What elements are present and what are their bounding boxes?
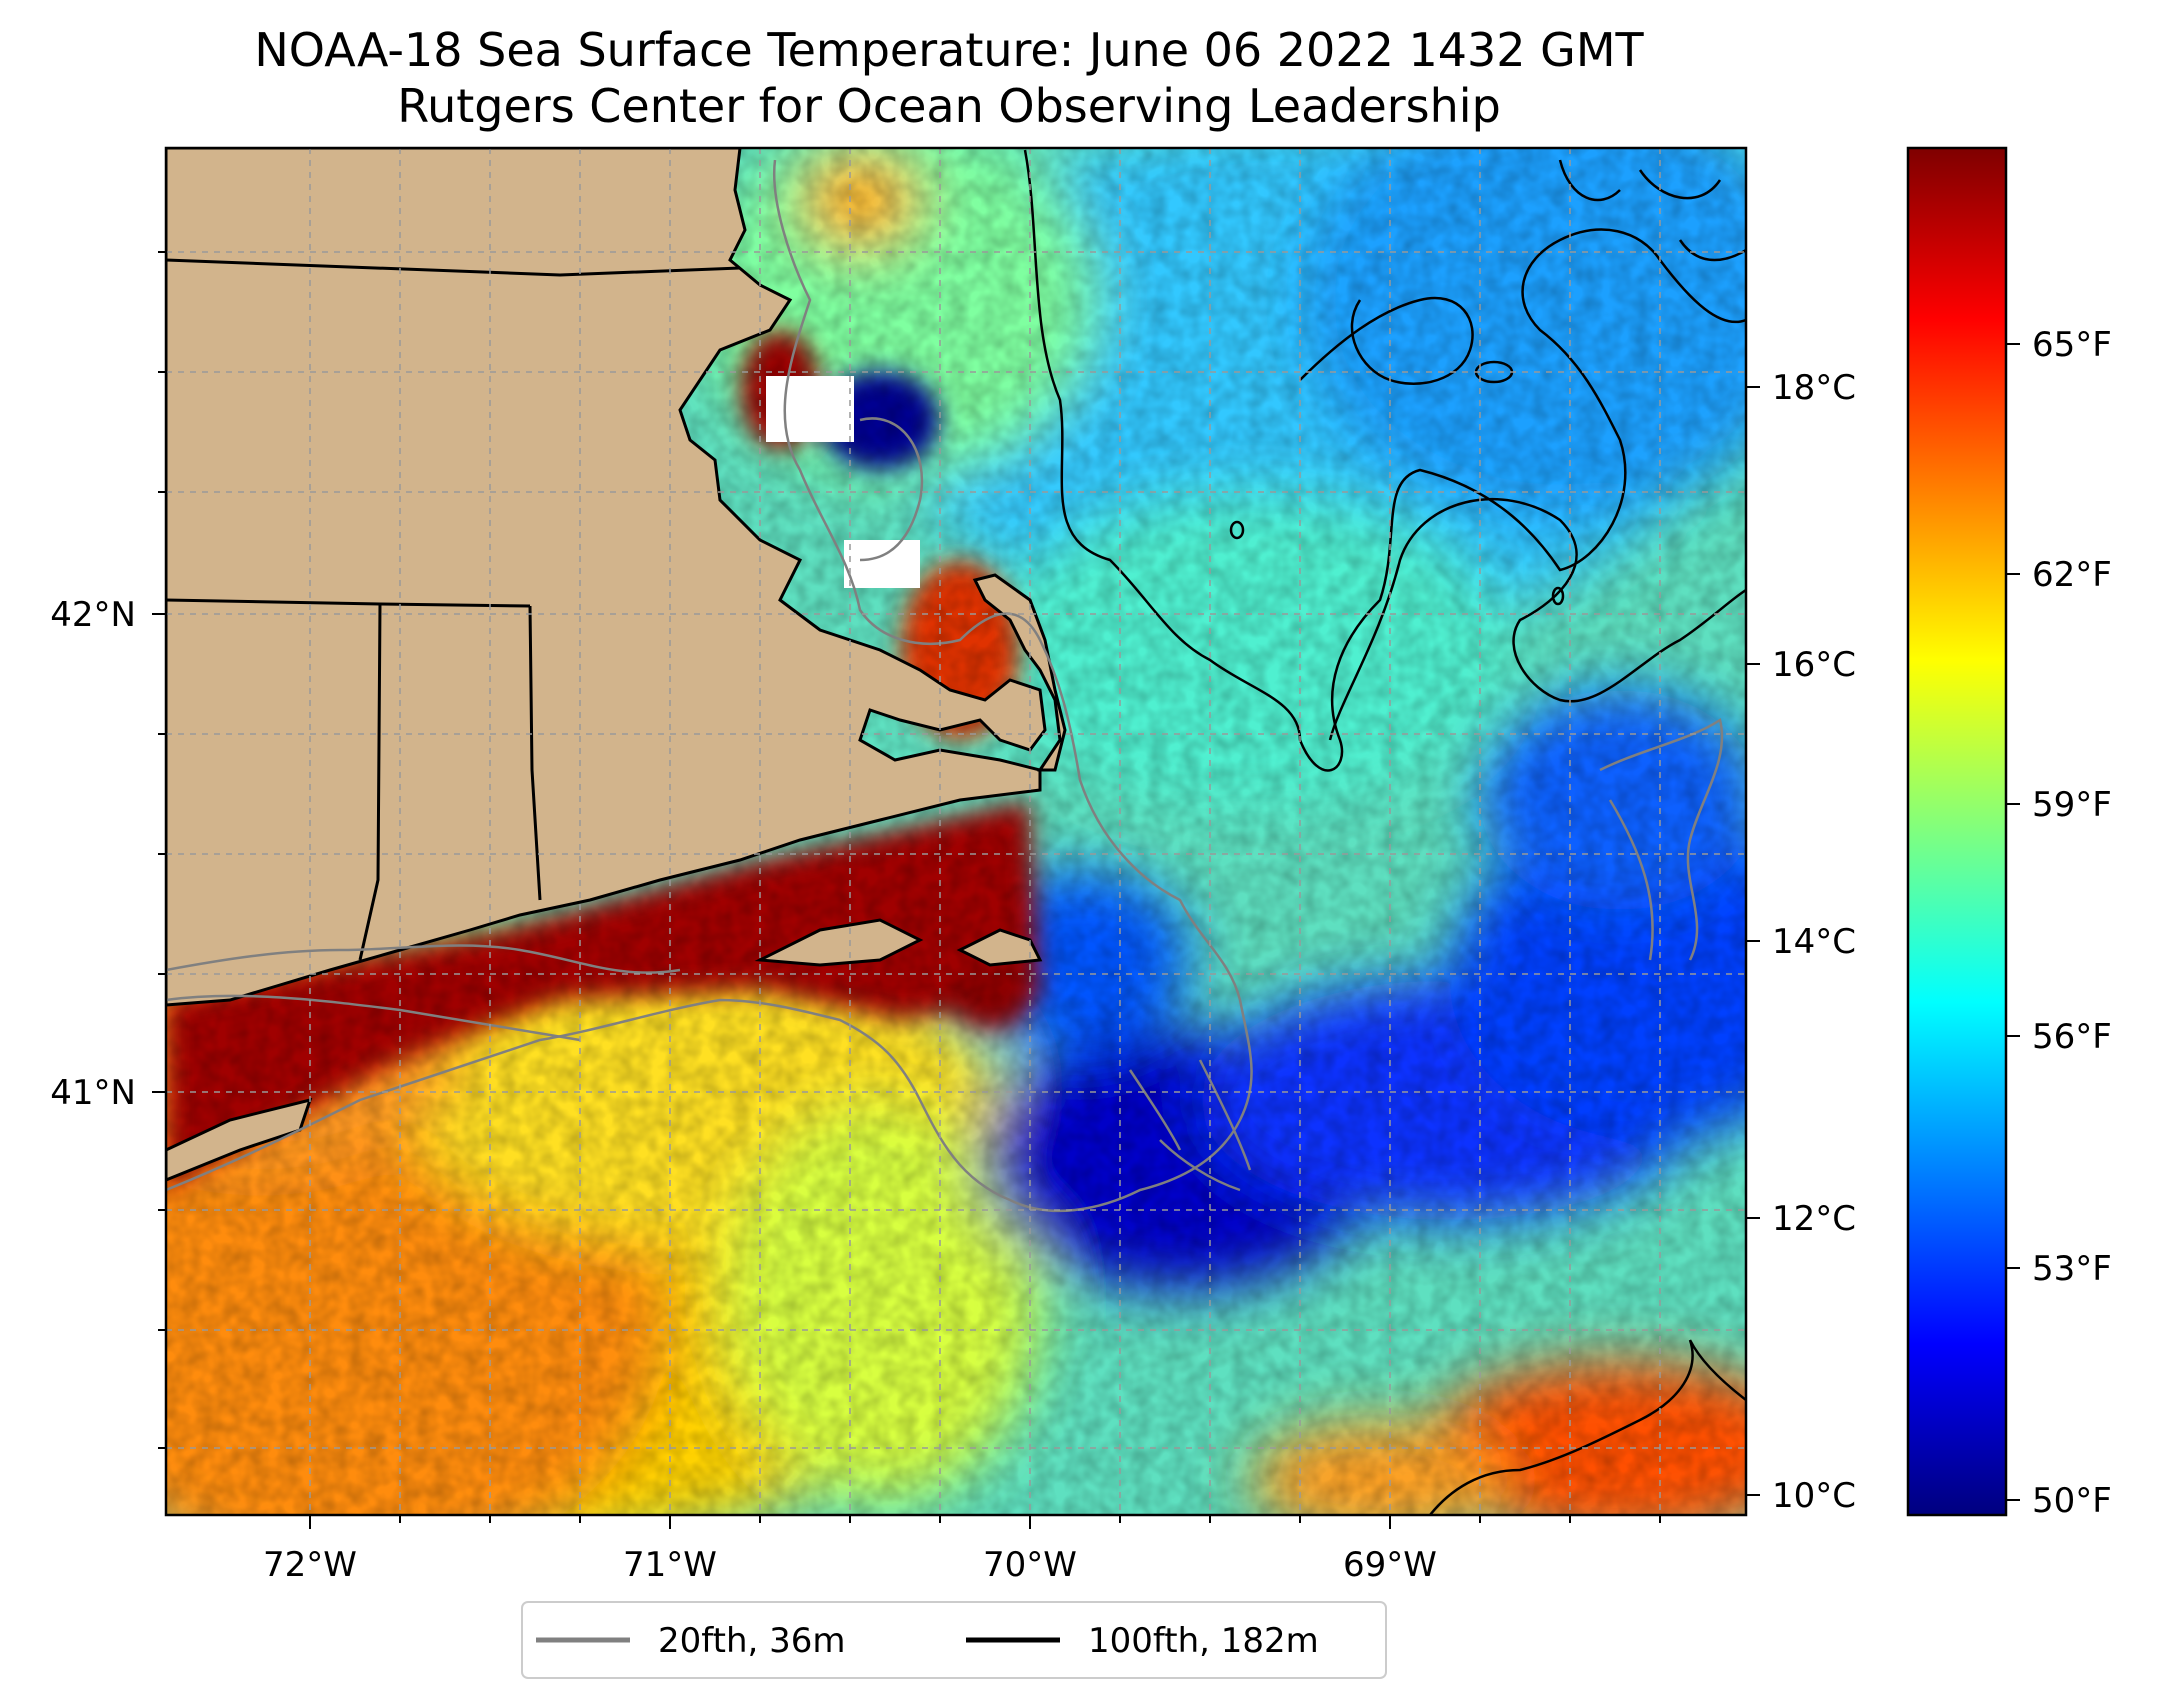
celsius-tick-label: 12°C: [1772, 1199, 1856, 1239]
sst-map: [166, 148, 1746, 1515]
fahrenheit-tick-label: 53°F: [2032, 1249, 2112, 1289]
isobath-100fth: [1558, 159, 1746, 262]
state-border: [166, 258, 741, 277]
nantucket: [956, 928, 1043, 967]
no-data-patch: [844, 540, 920, 588]
chart-subtitle: Rutgers Center for Ocean Observing Leade…: [397, 79, 1501, 133]
lon-tick-label: 70°W: [983, 1545, 1077, 1585]
isobath-20fth: [1599, 717, 1724, 961]
fahrenheit-axis: [2006, 343, 2020, 1501]
celsius-tick-label: 18°C: [1772, 368, 1856, 408]
fahrenheit-tick-label: 59°F: [2032, 785, 2112, 825]
map-frame: [164, 146, 1748, 1517]
isobath-20fth: [1128, 1059, 1252, 1192]
state-border: [358, 603, 382, 961]
lat-axis: [152, 251, 166, 1449]
lon-tick-label: 71°W: [623, 1545, 717, 1585]
isobath-100fth: [1429, 1339, 1746, 1515]
state-border: [528, 605, 542, 901]
isobath-100fth: [1299, 296, 1474, 385]
legend-label-100fth: 100fth, 182m: [1088, 1621, 1319, 1661]
lat-tick-label: 42°N: [50, 595, 136, 635]
lon-tick-label: 69°W: [1343, 1545, 1437, 1585]
isobath-20fth: [859, 417, 924, 562]
isobath-20fth: [166, 944, 681, 1042]
isobath-100fth: [1328, 498, 1746, 741]
legend: 20fth, 36m 100fth, 182m: [521, 1601, 1387, 1679]
isobath-20fth: [166, 159, 1253, 1213]
celsius-tick-label: 10°C: [1772, 1476, 1856, 1516]
fahrenheit-tick-label: 56°F: [2032, 1017, 2112, 1057]
martha-vineyard: [754, 918, 924, 967]
celsius-tick-label: 14°C: [1772, 922, 1856, 962]
no-data-patch: [766, 376, 854, 442]
fahrenheit-tick-label: 62°F: [2032, 555, 2112, 595]
fahrenheit-tick-label: 65°F: [2032, 325, 2112, 365]
legend-box: [521, 1601, 1387, 1679]
colorbar: [1906, 146, 2008, 1517]
legend-label-20fth: 20fth, 36m: [658, 1621, 846, 1661]
lon-axis: [309, 1515, 1661, 1529]
lon-tick-label: 72°W: [263, 1545, 357, 1585]
fahrenheit-tick-label: 50°F: [2032, 1481, 2112, 1521]
isobath-100fth: [1023, 149, 1746, 772]
chart-title: NOAA-18 Sea Surface Temperature: June 06…: [254, 23, 1644, 77]
celsius-axis: [1746, 386, 1760, 1496]
isobath-100fth: [1551, 586, 1565, 606]
isobath-100fth: [1229, 520, 1245, 540]
celsius-tick-label: 16°C: [1772, 645, 1856, 685]
lat-tick-label: 41°N: [50, 1073, 136, 1113]
